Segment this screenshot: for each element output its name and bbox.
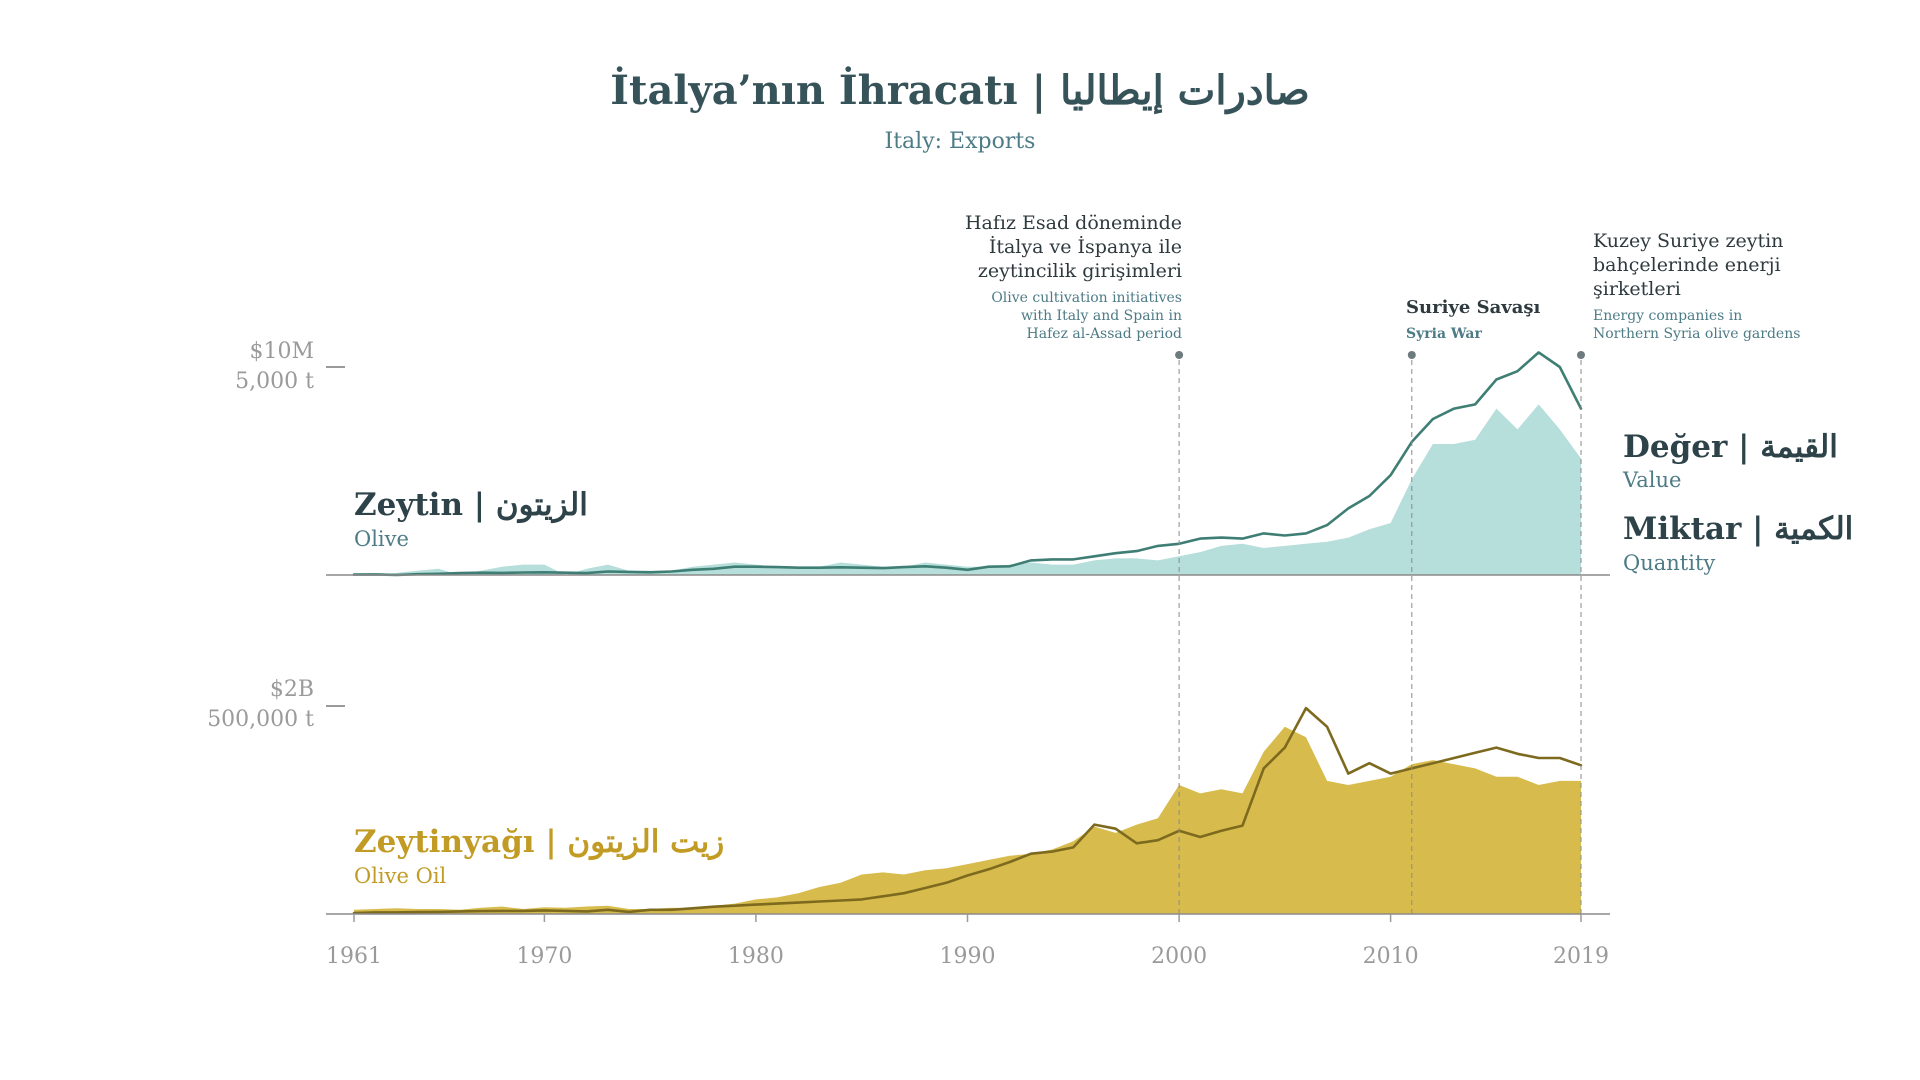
legend-quantity-sublabel: Quantity xyxy=(1623,551,1715,575)
olive-series-label: Zeytin | الزيتون xyxy=(354,487,588,524)
oil-series-label: Zeytinyağı | زيت الزيتون xyxy=(354,824,724,861)
annotation-text-en-1: Olive cultivation initiatives xyxy=(991,290,1182,306)
olive-y-quantity-label: 5,000 t xyxy=(235,369,314,394)
olive-y-value-label: $10M xyxy=(249,339,314,364)
annotation-text-tr-3: zeytincilik girişimleri xyxy=(978,260,1182,282)
x-tick-label: 1970 xyxy=(516,944,572,969)
legend-value-label: Değer | القيمة xyxy=(1623,429,1838,465)
legend-value-sublabel: Value xyxy=(1622,468,1681,492)
annotation-energy-companies: Kuzey Suriye zeytin bahçelerinde enerji … xyxy=(1593,230,1800,342)
olive-quantity-area xyxy=(354,404,1581,575)
page-title: İtalya’nın İhracatı | صادرات إيطاليا xyxy=(610,67,1309,115)
olive-y-axis: $10M 5,000 t xyxy=(235,339,345,394)
annotation-text-tr-2: İtalya ve İspanya ile xyxy=(989,235,1182,258)
annotation-assad-period: Hafız Esad döneminde İtalya ve İspanya i… xyxy=(965,212,1182,342)
legend-quantity-label: Miktar | الكمية xyxy=(1623,511,1853,547)
x-tick-label: 1990 xyxy=(940,944,996,969)
olive-series-sublabel: Olive xyxy=(354,527,409,551)
x-tick-label: 1961 xyxy=(326,944,382,969)
legend: Değer | القيمة Value Miktar | الكمية Qua… xyxy=(1622,429,1853,575)
x-axis: 1961 1970 1980 1990 2000 2010 2019 xyxy=(326,914,1609,969)
annotation-text-tr-1: Kuzey Suriye zeytin xyxy=(1593,230,1783,252)
oil-quantity-area xyxy=(354,726,1581,914)
olive-plot xyxy=(326,351,1610,577)
olive-oil-plot xyxy=(326,706,1610,915)
annotation-syria-war: Suriye Savaşı Syria War xyxy=(1406,297,1541,342)
x-tick-label: 2000 xyxy=(1151,944,1207,969)
annotation-text-en-2: with Italy and Spain in xyxy=(1021,308,1182,324)
annotation-text-tr-3: şirketleri xyxy=(1593,278,1681,300)
annotation-text-tr-2: bahçelerinde enerji xyxy=(1593,254,1781,276)
oil-y-quantity-label: 500,000 t xyxy=(207,707,314,732)
annotation-text-en-3: Hafez al-Assad period xyxy=(1027,326,1182,342)
annotation-dot xyxy=(1577,351,1585,359)
annotation-guides xyxy=(1175,351,1585,914)
oil-series-sublabel: Olive Oil xyxy=(354,864,447,888)
oil-y-axis: $2B 500,000 t xyxy=(207,677,345,732)
annotation-text-tr: Suriye Savaşı xyxy=(1406,297,1541,318)
x-tick-label: 2019 xyxy=(1553,944,1609,969)
oil-y-value-label: $2B xyxy=(270,677,314,702)
page-subtitle: Italy: Exports xyxy=(885,129,1036,154)
annotation-dot xyxy=(1175,351,1184,359)
x-tick-label: 1980 xyxy=(728,944,784,969)
annotation-text-en: Syria War xyxy=(1406,326,1482,342)
annotation-text-en-2: Northern Syria olive gardens xyxy=(1593,326,1800,342)
annotation-text-tr-1: Hafız Esad döneminde xyxy=(965,212,1182,234)
annotation-dot xyxy=(1407,351,1416,359)
annotation-text-en-1: Energy companies in xyxy=(1593,308,1742,324)
x-tick-label: 2010 xyxy=(1363,944,1419,969)
